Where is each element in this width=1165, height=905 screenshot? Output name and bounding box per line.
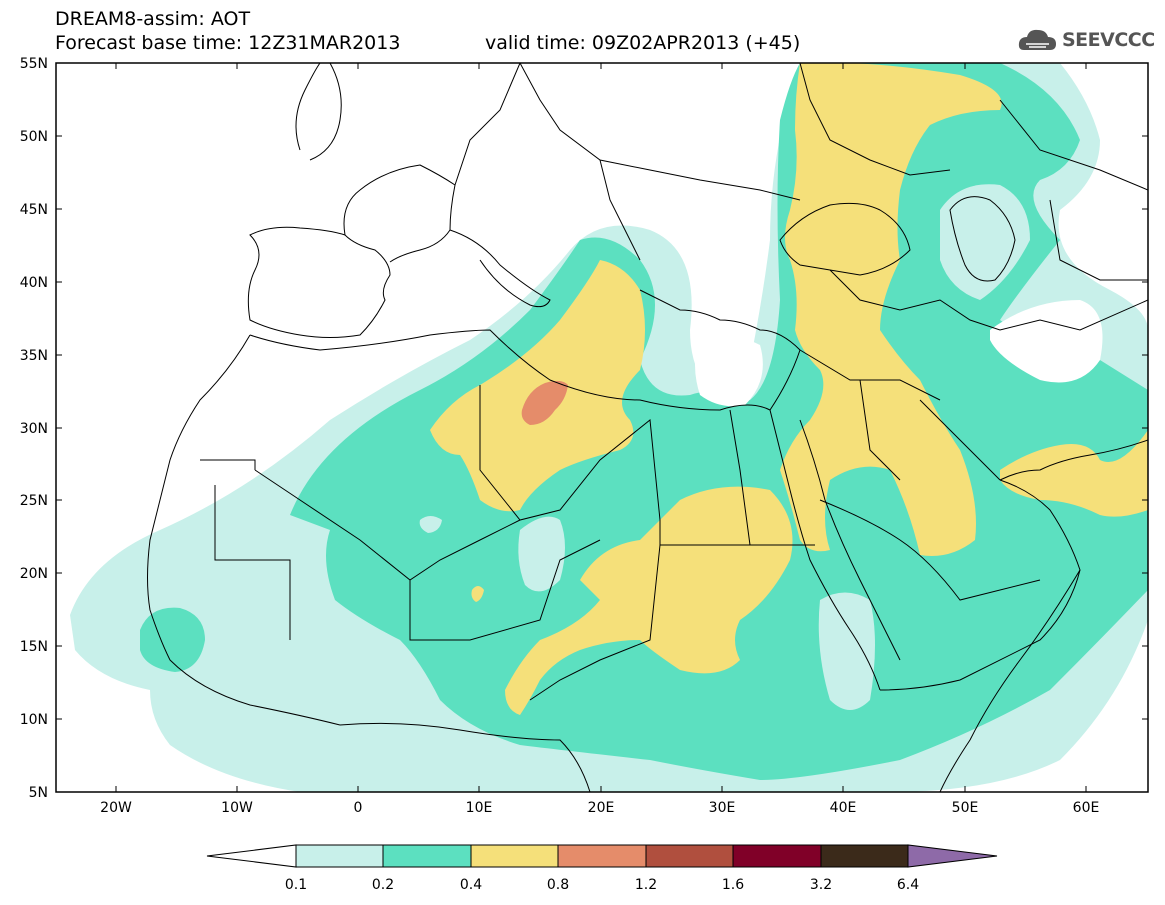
lon-label: 10E xyxy=(466,800,493,816)
colorbar-label: 1.6 xyxy=(722,877,744,893)
lon-label: 30E xyxy=(709,800,736,816)
aot-contour-0.1-hole-algeria xyxy=(419,516,442,533)
colorbar-label: 3.2 xyxy=(810,877,832,893)
colorbar-swatch xyxy=(557,844,647,868)
lon-label: 0 xyxy=(354,800,363,816)
lon-label: 50E xyxy=(952,800,979,816)
colorbar-labels: 0.1 0.2 0.4 0.8 1.2 1.6 3.2 6.4 xyxy=(285,877,919,893)
colorbar-swatch xyxy=(820,844,909,868)
lat-label: 20N xyxy=(20,566,48,582)
base-time: Forecast base time: 12Z31MAR2013 xyxy=(55,32,401,54)
colorbar-swatch xyxy=(470,844,559,868)
aot-contour-0.1-hole-iran xyxy=(990,300,1103,383)
lon-label: 40E xyxy=(830,800,857,816)
lat-label: 45N xyxy=(20,202,48,218)
colorbar-swatch xyxy=(732,844,822,868)
aot-contour-0.1-hole-caspian xyxy=(940,184,1030,300)
aot-contour-0.1-hole-horn xyxy=(818,592,875,710)
lon-label: 20W xyxy=(100,800,132,816)
aot-contour-0.4-arabia xyxy=(780,63,1002,556)
aot-contour-0.8 xyxy=(521,380,568,425)
aot-contour-0.2 xyxy=(290,63,1148,780)
colorbar-swatch xyxy=(382,844,472,868)
colorbar-over-triangle xyxy=(907,844,998,868)
coastlines xyxy=(147,63,1148,792)
axis-ticks xyxy=(56,62,1148,792)
valid-time: valid time: 09Z02APR2013 (+45) xyxy=(485,32,801,54)
colorbar-label: 0.4 xyxy=(460,877,482,893)
colorbar-label: 0.1 xyxy=(285,877,307,893)
colorbar-swatch xyxy=(645,844,734,868)
colorbar-label: 0.8 xyxy=(547,877,569,893)
lon-label: 60E xyxy=(1073,800,1100,816)
colorbar xyxy=(206,844,998,868)
lat-label: 10N xyxy=(20,712,48,728)
colorbar-label: 6.4 xyxy=(897,877,919,893)
aot-contour-0.4-gulf xyxy=(1000,430,1148,517)
colorbar-swatch xyxy=(295,844,384,868)
colorbar-under-triangle xyxy=(206,844,297,868)
aot-contour-0.4-sahara xyxy=(430,260,645,512)
longitude-labels: 20W 10W 0 10E 20E 30E 40E 50E 60E xyxy=(100,800,1099,816)
lon-label: 20E xyxy=(588,800,615,816)
lon-label: 10W xyxy=(221,800,253,816)
lat-label: 35N xyxy=(20,348,48,364)
aot-contour-0.1-hole-east-med xyxy=(695,333,763,407)
lat-label: 30N xyxy=(20,421,48,437)
aot-contour-0.4-chad xyxy=(505,486,793,715)
logo-text: SEEVCCC xyxy=(1062,29,1155,51)
lat-label: 55N xyxy=(20,56,48,72)
lat-label: 25N xyxy=(20,493,48,509)
lat-label: 50N xyxy=(20,129,48,145)
lat-label: 15N xyxy=(20,639,48,655)
aot-contour-0.2-senegal xyxy=(140,607,205,672)
latitude-labels: 55N 50N 45N 40N 35N 30N 25N 20N 15N 10N … xyxy=(20,56,48,801)
cloud-logo-icon xyxy=(1018,29,1056,50)
map-title: DREAM8-assim: AOT xyxy=(55,8,251,30)
lat-label: 5N xyxy=(29,785,48,801)
colorbar-label: 1.2 xyxy=(635,877,657,893)
lat-label: 40N xyxy=(20,275,48,291)
aot-contour-0.4-mali-dot xyxy=(471,586,484,602)
aot-contour-0.1-hole-libya xyxy=(518,516,565,592)
colorbar-label: 0.2 xyxy=(372,877,394,893)
